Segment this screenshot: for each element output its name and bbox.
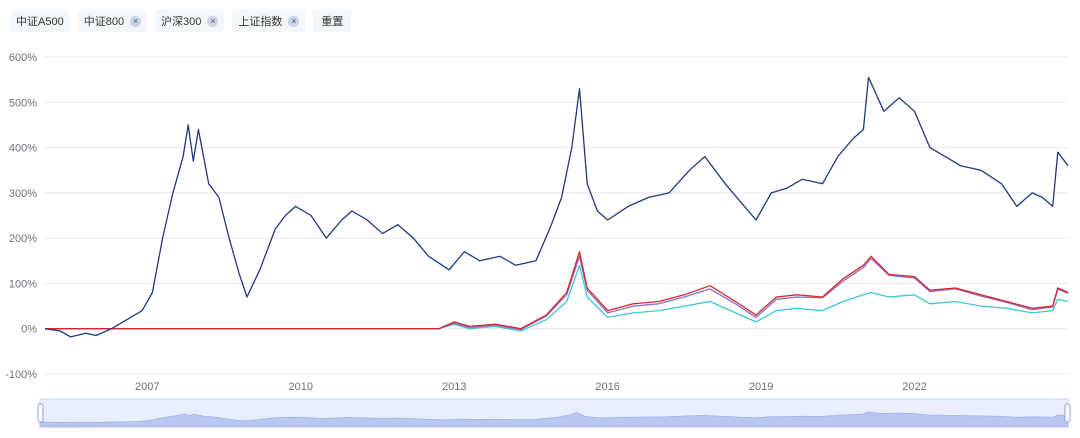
zoom-handle-right[interactable]: [1064, 403, 1071, 423]
chip-label: 上证指数: [238, 16, 283, 28]
chip-label: 中证800: [83, 16, 125, 28]
chip-zz-a500[interactable]: 中证A500: [10, 10, 70, 32]
x-tick-label: 2019: [749, 381, 773, 393]
chip-zz-800[interactable]: 中证800 ×: [77, 10, 148, 32]
x-tick-label: 2013: [442, 381, 466, 393]
y-tick-label: -100%: [5, 369, 37, 381]
y-axis: 600% 500% 400% 300% 200% 100% 0% -100%: [5, 52, 37, 381]
series-lines: [44, 76, 1069, 338]
y-tick-label: 600%: [9, 52, 37, 64]
x-tick-label: 2022: [902, 381, 926, 393]
filter-bar: 中证A500 中证800 × 沪深300 × 上证指数 × 重置: [10, 10, 352, 32]
series-line: [44, 76, 1069, 338]
y-tick-label: 0%: [21, 324, 37, 336]
y-tick-label: 500%: [9, 97, 37, 109]
zoom-handle-left[interactable]: [37, 403, 44, 423]
x-tick-label: 2007: [135, 381, 159, 393]
close-icon[interactable]: ×: [130, 15, 142, 27]
x-axis: 2007 2010 2013 2016 2019 2022: [135, 381, 927, 393]
reset-label: 重置: [321, 16, 344, 28]
y-tick-label: 200%: [9, 233, 37, 245]
chip-hs-300[interactable]: 沪深300 ×: [155, 10, 225, 32]
data-zoom[interactable]: [37, 398, 1071, 428]
y-tick-label: 300%: [9, 188, 37, 200]
y-tick-label: 100%: [9, 278, 37, 290]
series-line: [45, 264, 1069, 332]
chip-label: 中证A500: [16, 16, 64, 28]
grid: [45, 56, 1068, 375]
series-line: [45, 251, 1069, 330]
close-icon[interactable]: ×: [207, 15, 219, 27]
series-line: [45, 255, 1069, 331]
reset-button[interactable]: 重置: [313, 10, 352, 32]
x-tick-label: 2010: [289, 381, 313, 393]
close-icon[interactable]: ×: [288, 15, 300, 27]
x-tick-label: 2016: [595, 381, 619, 393]
chip-sz-index[interactable]: 上证指数 ×: [232, 10, 306, 32]
y-tick-label: 400%: [9, 143, 37, 155]
zoom-preview: [39, 411, 1069, 428]
chip-label: 沪深300: [161, 16, 202, 28]
